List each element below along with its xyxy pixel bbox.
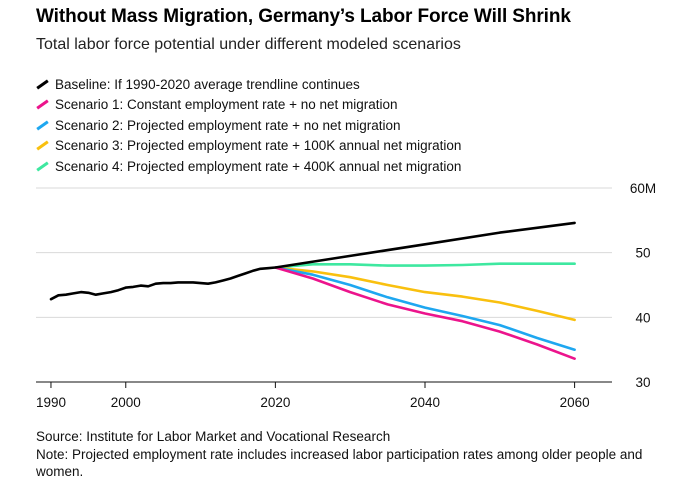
legend-label-scenario-4: Scenario 4: Projected employment rate + … bbox=[55, 158, 462, 174]
legend-item-scenario-4: Scenario 4: Projected employment rate + … bbox=[36, 156, 461, 177]
chart-subtitle: Total labor force potential under differ… bbox=[36, 36, 461, 53]
series-line-0 bbox=[49, 221, 576, 301]
y-tick-label-3: 60M bbox=[630, 181, 656, 196]
legend-label-baseline: Baseline: If 1990-2020 average trendline… bbox=[55, 76, 360, 92]
methodology-note: Note: Projected employment rate includes… bbox=[36, 446, 643, 480]
legend-item-scenario-1: Scenario 1: Constant employment rate + n… bbox=[36, 95, 461, 116]
x-tick-label-1: 2000 bbox=[111, 395, 141, 410]
series-line-2 bbox=[274, 266, 576, 351]
x-tick-label-0: 1990 bbox=[36, 395, 66, 410]
series-line-1 bbox=[274, 266, 576, 360]
source-note: Source: Institute for Labor Market and V… bbox=[36, 429, 391, 444]
legend-label-scenario-3: Scenario 3: Projected employment rate + … bbox=[55, 138, 462, 154]
chart-legend: Baseline: If 1990-2020 average trendline… bbox=[36, 74, 461, 177]
legend-label-scenario-2: Scenario 2: Projected employment rate + … bbox=[55, 117, 401, 133]
chart-footer: Source: Institute for Labor Market and V… bbox=[36, 428, 656, 481]
series-line-3 bbox=[274, 266, 576, 322]
legend-item-scenario-3: Scenario 3: Projected employment rate + … bbox=[36, 136, 461, 157]
legend-item-baseline: Baseline: If 1990-2020 average trendline… bbox=[36, 74, 461, 95]
x-tick-label-3: 2040 bbox=[410, 395, 440, 410]
series-line-4 bbox=[274, 262, 576, 269]
y-tick-label-1: 40 bbox=[635, 310, 650, 325]
legend-label-scenario-1: Scenario 1: Constant employment rate + n… bbox=[55, 97, 398, 113]
y-tick-label-0: 30 bbox=[635, 375, 650, 390]
y-tick-label-2: 50 bbox=[635, 246, 650, 261]
chart-title: Without Mass Migration, Germany’s Labor … bbox=[36, 6, 571, 27]
x-tick-label-4: 2060 bbox=[560, 395, 590, 410]
x-tick-label-2: 2020 bbox=[260, 395, 290, 410]
legend-item-scenario-2: Scenario 2: Projected employment rate + … bbox=[36, 115, 461, 136]
